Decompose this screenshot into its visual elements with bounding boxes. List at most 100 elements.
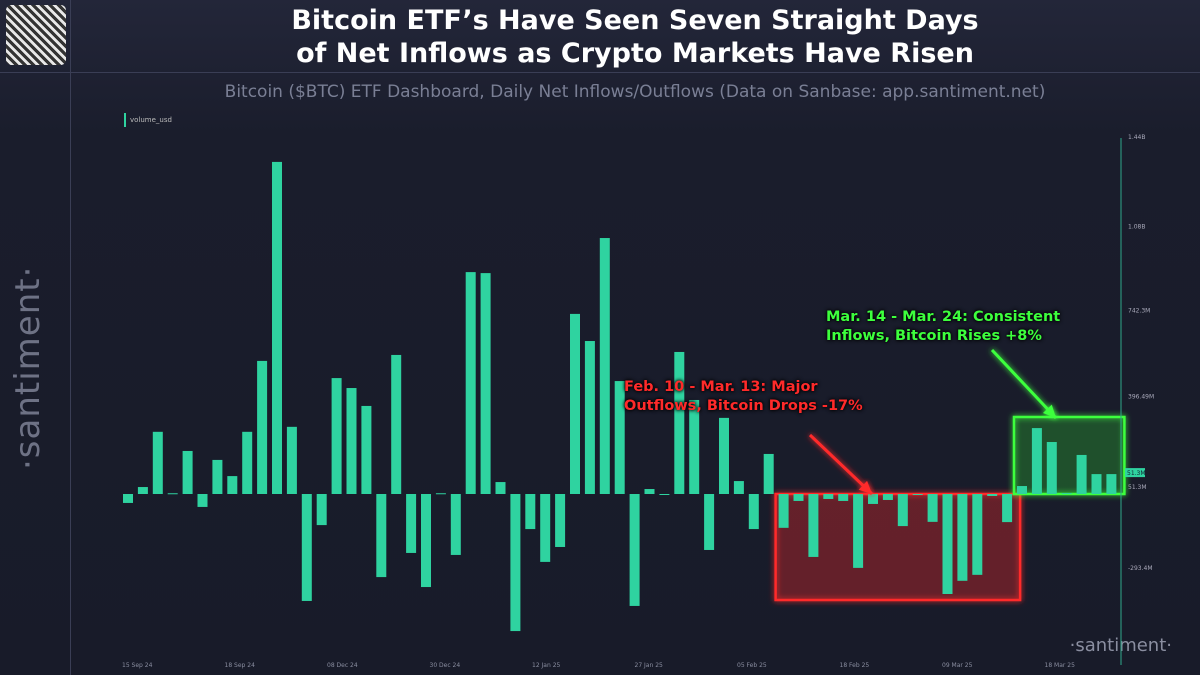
bar xyxy=(897,494,908,527)
bar xyxy=(659,494,670,495)
bar xyxy=(853,494,864,568)
chart-title: Bitcoin ETF’s Have Seen Seven Straight D… xyxy=(70,4,1200,70)
bar xyxy=(227,476,238,494)
bar xyxy=(331,378,342,494)
bar xyxy=(316,494,327,526)
bar xyxy=(137,487,148,494)
bar xyxy=(882,494,893,500)
bar xyxy=(555,494,566,547)
bar xyxy=(167,493,178,495)
bar xyxy=(912,494,923,495)
bar xyxy=(435,493,446,495)
x-tick-label: 09 Mar 25 xyxy=(942,662,973,669)
x-tick-label: 18 Feb 25 xyxy=(840,662,870,669)
bar xyxy=(495,482,506,494)
bar xyxy=(823,494,834,499)
bar xyxy=(480,273,491,494)
x-tick-label: 15 Sep 24 xyxy=(122,662,153,669)
bar xyxy=(674,351,685,494)
x-tick-label: 08 Dec 24 xyxy=(327,662,358,669)
bar xyxy=(838,494,849,501)
bar xyxy=(1046,442,1057,494)
bar xyxy=(987,494,998,496)
bar xyxy=(614,381,625,494)
bar xyxy=(1091,474,1102,494)
x-tick-label: 30 Dec 24 xyxy=(430,662,461,669)
bar xyxy=(570,313,580,494)
bar xyxy=(152,431,163,494)
bar xyxy=(376,494,387,578)
title-line-2: of Net Inflows as Crypto Markets Have Ri… xyxy=(296,38,974,69)
chart-subtitle: Bitcoin ($BTC) ETF Dashboard, Daily Net … xyxy=(224,82,1046,102)
bar xyxy=(1002,494,1013,523)
bar xyxy=(808,494,819,557)
y-tick-label: 51.3M xyxy=(1128,484,1147,491)
bar xyxy=(778,494,789,528)
bar xyxy=(197,494,208,507)
bar xyxy=(763,453,774,494)
bar xyxy=(689,399,700,494)
annotation-outflows: Feb. 10 - Mar. 13: Major Outflows, Bitco… xyxy=(624,379,863,414)
bar xyxy=(257,360,268,494)
y-tick-label: 742.3M xyxy=(1128,307,1150,314)
bar xyxy=(793,494,804,501)
bar xyxy=(629,494,640,606)
bar xyxy=(719,417,729,494)
bar xyxy=(748,494,759,530)
bar xyxy=(421,494,431,588)
bar xyxy=(346,388,357,494)
bar xyxy=(1076,454,1087,494)
y-tick-label: 1.44B xyxy=(1128,134,1145,141)
bar xyxy=(1061,493,1072,495)
divider-vertical xyxy=(70,0,71,675)
x-tick-label: 27 Jan 25 xyxy=(635,662,664,669)
legend-item: volume_usd xyxy=(124,113,172,127)
bar xyxy=(927,494,938,522)
bar xyxy=(704,494,715,550)
bar xyxy=(868,494,878,504)
qr-code-icon xyxy=(6,5,66,65)
arrow-red-head xyxy=(858,480,872,494)
bar xyxy=(465,272,476,494)
bar xyxy=(212,459,223,494)
x-tick-label: 18 Sep 24 xyxy=(225,662,256,669)
bar xyxy=(942,494,953,594)
bar xyxy=(286,426,297,494)
bar xyxy=(1031,428,1042,494)
bar xyxy=(406,494,417,553)
bar xyxy=(123,494,133,503)
arrow-red xyxy=(808,433,874,496)
divider-horizontal xyxy=(0,72,1200,73)
bar xyxy=(361,405,372,494)
bar xyxy=(182,450,193,494)
bar xyxy=(733,481,744,494)
annotation-inflows: Mar. 14 - Mar. 24: Consistent Inflows, B… xyxy=(826,309,1061,344)
y-tick-label: -293.4M xyxy=(1128,565,1153,572)
bar xyxy=(584,341,595,494)
title-line-1: Bitcoin ETF’s Have Seen Seven Straight D… xyxy=(291,5,979,36)
y-tick-label: 396.49M xyxy=(1128,393,1154,400)
current-value-label: 51.3M xyxy=(1127,470,1146,477)
bar xyxy=(242,431,253,494)
bar xyxy=(525,494,536,530)
bar xyxy=(391,354,402,494)
bar xyxy=(1017,486,1027,494)
bar xyxy=(644,489,655,494)
bar xyxy=(301,494,312,601)
arrow-green xyxy=(990,348,1058,420)
x-tick-label: 05 Feb 25 xyxy=(737,662,767,669)
x-tick-label: 12 Jan 25 xyxy=(532,662,561,669)
current-value-badge xyxy=(1125,468,1145,478)
x-tick-label: 18 Mar 25 xyxy=(1045,662,1076,669)
bar xyxy=(599,238,610,494)
arrow-green-head xyxy=(1042,404,1056,418)
bar xyxy=(510,494,521,632)
bar xyxy=(450,494,461,555)
y-tick-label: 1.08B xyxy=(1128,223,1145,230)
bar xyxy=(957,494,968,581)
bar xyxy=(1106,474,1117,494)
bar xyxy=(540,494,551,562)
bar xyxy=(972,494,983,575)
